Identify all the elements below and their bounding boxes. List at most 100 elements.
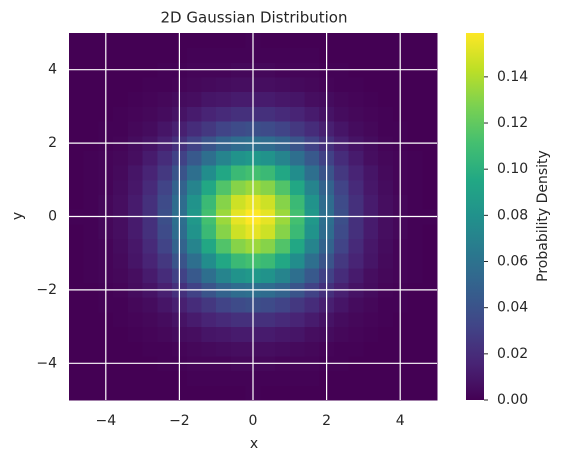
heatmap-cell [289, 385, 306, 401]
heatmap-cell [216, 194, 232, 210]
heatmap-cell [142, 47, 158, 63]
heatmap-cell [186, 47, 202, 63]
heatmap-cell [83, 238, 99, 254]
heatmap-cell [201, 326, 217, 342]
heatmap-cell [157, 238, 173, 254]
heatmap-cell [186, 370, 202, 386]
heatmap-cell [230, 194, 247, 210]
heatmap [69, 33, 438, 401]
heatmap-cell [157, 370, 173, 386]
heatmap-cell [201, 253, 217, 269]
colorbar-tick-label: 0.02 [497, 346, 528, 362]
heatmap-cell [289, 370, 306, 386]
heatmap-cell [127, 326, 144, 342]
heatmap-cell [422, 106, 438, 122]
heatmap-cell [142, 385, 158, 401]
heatmap-cell [333, 91, 350, 107]
heatmap-cell [407, 121, 423, 137]
heatmap-cell [422, 326, 438, 342]
heatmap-cell [230, 311, 247, 328]
heatmap-cell [230, 91, 247, 107]
heatmap-cell [363, 150, 379, 166]
heatmap-cell [275, 267, 291, 284]
heatmap-cell [289, 253, 306, 269]
heatmap-cell [230, 341, 247, 357]
heatmap-cell [304, 223, 320, 240]
heatmap-cell [407, 165, 423, 181]
heatmap-cell [289, 326, 306, 342]
heatmap-cell [127, 165, 144, 181]
y-axis-label: y [10, 212, 26, 220]
heatmap-cell [422, 121, 438, 137]
heatmap-cell [186, 385, 202, 401]
heatmap-cell [186, 326, 202, 342]
heatmap-cell [216, 297, 232, 313]
heatmap-cell [275, 91, 291, 107]
heatmap-cell [127, 297, 144, 313]
heatmap-cell [186, 297, 202, 313]
heatmap-cell [83, 47, 99, 63]
heatmap-cell [422, 253, 438, 269]
heatmap-cell [83, 121, 99, 137]
heatmap-cell [142, 194, 158, 210]
heatmap-cell [333, 385, 350, 401]
heatmap-cell [378, 47, 394, 63]
heatmap-cell [275, 297, 291, 313]
heatmap-cell [201, 179, 217, 195]
heatmap-cell [333, 47, 350, 63]
heatmap-cell [69, 341, 85, 357]
heatmap-cell [216, 106, 232, 122]
heatmap-cell [201, 238, 217, 254]
heatmap-cell [333, 370, 350, 386]
heatmap-cell [157, 121, 173, 137]
heatmap-cell [186, 33, 202, 49]
heatmap-cell [83, 341, 99, 357]
heatmap-cell [186, 91, 202, 107]
heatmap-cell [407, 91, 423, 107]
heatmap-cell [260, 194, 276, 210]
heatmap-cell [407, 106, 423, 122]
heatmap-cell [142, 150, 158, 166]
heatmap-cell [142, 33, 158, 49]
heatmap-cell [275, 165, 291, 181]
heatmap-cell [260, 91, 276, 107]
heatmap-cell [275, 150, 291, 166]
heatmap-cell [157, 253, 173, 269]
heatmap-cell [186, 194, 202, 210]
heatmap-cell [260, 223, 276, 240]
colorbar-tick-label: 0.08 [497, 207, 528, 223]
heatmap-cell [157, 91, 173, 107]
heatmap-cell [186, 150, 202, 166]
heatmap-cell [304, 311, 320, 328]
heatmap-cell [363, 91, 379, 107]
heatmap-cell [230, 370, 247, 386]
heatmap-cell [83, 77, 99, 93]
heatmap-cell [363, 253, 379, 269]
heatmap-cell [230, 47, 247, 63]
heatmap-cell [260, 370, 276, 386]
heatmap-cell [69, 253, 85, 269]
heatmap-cell [348, 179, 364, 195]
heatmap-cell [304, 253, 320, 269]
heatmap-cell [157, 326, 173, 342]
heatmap-cell [186, 341, 202, 357]
heatmap-cell [216, 179, 232, 195]
heatmap-cell [157, 223, 173, 240]
heatmap-cell [348, 238, 364, 254]
heatmap-cell [422, 370, 438, 386]
heatmap-cell [83, 326, 99, 342]
heatmap-cell [422, 238, 438, 254]
heatmap-cell [216, 267, 232, 284]
heatmap-cell [83, 267, 99, 284]
heatmap-cell [230, 238, 247, 254]
heatmap-cell [422, 77, 438, 93]
heatmap-cell [260, 238, 276, 254]
heatmap-cell [113, 47, 129, 63]
heatmap-cell [69, 326, 85, 342]
heatmap-cell [186, 179, 202, 195]
heatmap-cell [304, 341, 320, 357]
heatmap-cell [304, 194, 320, 210]
heatmap-cell [113, 165, 129, 181]
heatmap-cell [348, 150, 364, 166]
heatmap-cell [113, 223, 129, 240]
